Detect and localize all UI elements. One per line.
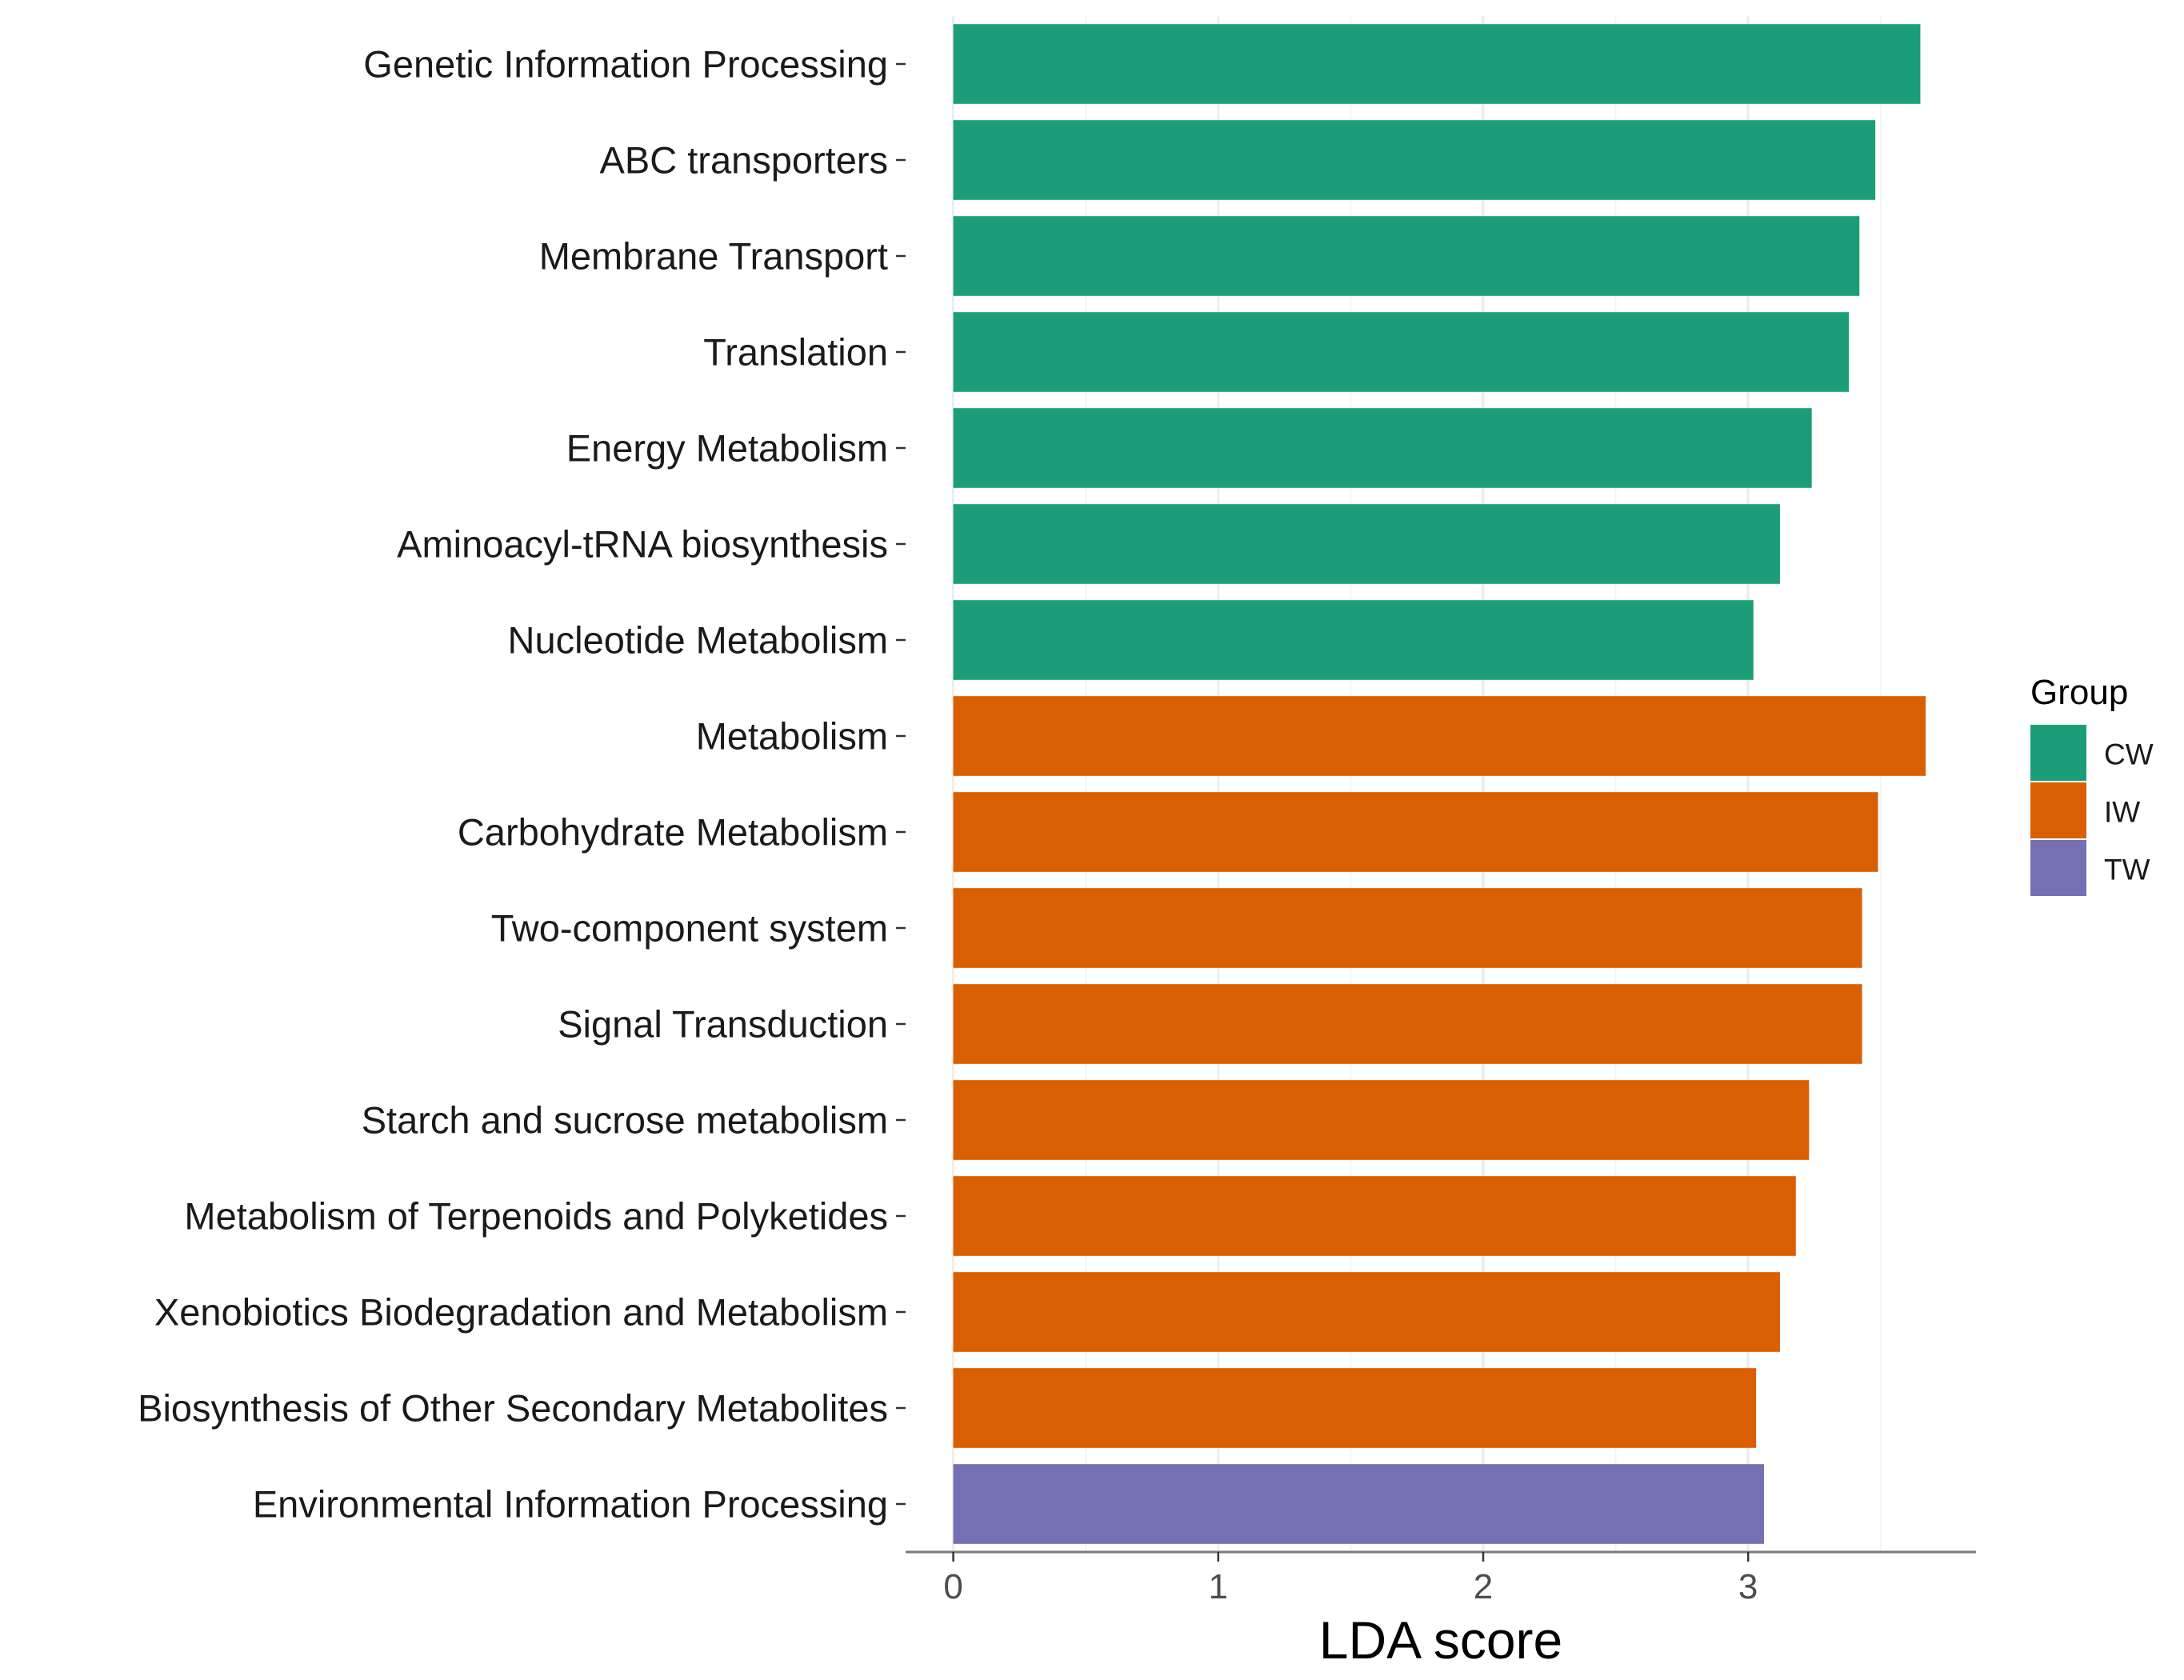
bar-14	[953, 1368, 1757, 1448]
category-label-12: Metabolism of Terpenoids and Polyketides	[184, 1195, 888, 1238]
category-label-3: Translation	[703, 331, 888, 374]
category-label-0: Genetic Information Processing	[363, 43, 888, 86]
category-label-6: Nucleotide Metabolism	[508, 619, 888, 662]
legend-label-cw: CW	[2104, 738, 2154, 771]
bar-2	[953, 216, 1860, 296]
bar-15	[953, 1464, 1765, 1544]
bar-9	[953, 888, 1862, 968]
category-label-5: Aminoacyl-tRNA biosynthesis	[397, 523, 888, 566]
x-axis-title: LDA score	[1319, 1610, 1562, 1670]
legend-title: Group	[2030, 673, 2128, 712]
category-label-14: Biosynthesis of Other Secondary Metaboli…	[138, 1387, 888, 1430]
bar-12	[953, 1176, 1796, 1256]
bar-0	[953, 24, 1921, 104]
x-tick-label-3: 3	[1738, 1567, 1758, 1606]
bars	[953, 24, 1926, 1544]
category-label-2: Membrane Transport	[539, 235, 888, 278]
category-label-10: Signal Transduction	[558, 1003, 888, 1046]
legend-key-iw	[2030, 782, 2086, 838]
bar-8	[953, 792, 1878, 872]
bar-11	[953, 1080, 1810, 1160]
category-label-13: Xenobiotics Biodegradation and Metabolis…	[154, 1291, 888, 1334]
legend-key-cw	[2030, 725, 2086, 781]
bar-4	[953, 408, 1812, 488]
category-label-9: Two-component system	[491, 907, 888, 950]
bar-10	[953, 984, 1862, 1064]
category-label-1: ABC transporters	[600, 139, 888, 182]
bar-6	[953, 600, 1754, 680]
category-label-7: Metabolism	[696, 715, 888, 758]
category-label-8: Carbohydrate Metabolism	[458, 811, 888, 854]
bar-1	[953, 120, 1876, 200]
x-axis: 0 1 2 3	[906, 1550, 1976, 1606]
category-label-11: Starch and sucrose metabolism	[362, 1099, 888, 1142]
bar-3	[953, 312, 1850, 392]
legend-label-iw: IW	[2104, 796, 2140, 829]
bar-7	[953, 696, 1926, 776]
bar-5	[953, 504, 1780, 584]
bar-13	[953, 1272, 1780, 1352]
category-label-4: Energy Metabolism	[566, 427, 888, 470]
category-label-15: Environmental Information Processing	[253, 1483, 888, 1526]
x-tick-label-0: 0	[943, 1567, 962, 1606]
legend: Group CW IW TW	[2030, 673, 2154, 896]
legend-label-tw: TW	[2104, 854, 2150, 886]
category-labels: Genetic Information Processing ABC transp…	[138, 43, 906, 1526]
x-tick-label-2: 2	[1474, 1567, 1493, 1606]
legend-key-tw	[2030, 840, 2086, 896]
x-tick-label-1: 1	[1209, 1567, 1228, 1606]
